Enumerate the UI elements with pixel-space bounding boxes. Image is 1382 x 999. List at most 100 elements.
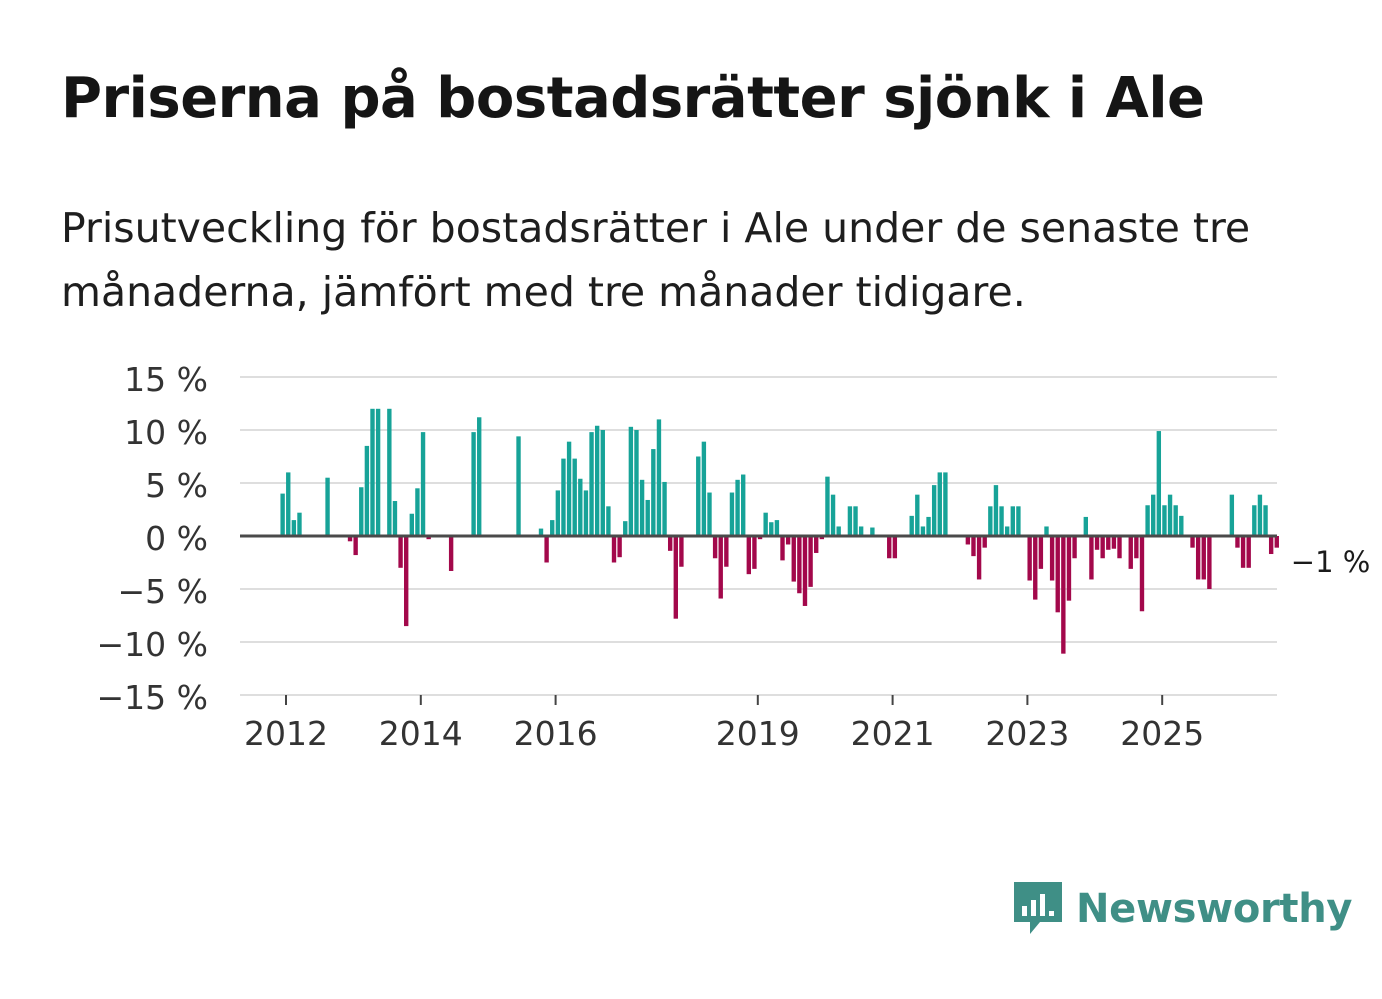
bar (286, 472, 291, 536)
y-tick-label: 5 % (145, 466, 208, 505)
bar (611, 536, 617, 563)
bar (606, 506, 611, 536)
bar (409, 513, 414, 536)
bar (1033, 536, 1038, 600)
y-tick-label: −10 % (97, 625, 209, 664)
bar (667, 536, 673, 551)
bar (679, 536, 684, 567)
y-tick-label: −15 % (97, 678, 209, 717)
bar (701, 441, 707, 536)
bar (375, 408, 381, 536)
bar (1049, 536, 1055, 581)
bar (1134, 536, 1139, 559)
bar (887, 536, 892, 559)
bar (1055, 536, 1060, 613)
bar (1004, 526, 1010, 536)
y-axis-labels: 15 % 10 % 5 % 0 % −5 % −10 % −15 % (97, 360, 209, 717)
y-tick-label: 10 % (124, 413, 208, 452)
bar (971, 536, 976, 557)
bar (1066, 536, 1072, 601)
bar (544, 536, 549, 563)
bar (617, 536, 622, 558)
x-tick-label: 2016 (514, 714, 598, 753)
y-tick-label: 0 % (145, 519, 208, 558)
bar (836, 526, 841, 536)
bar (797, 536, 802, 594)
bar (370, 408, 375, 536)
bar (651, 449, 656, 536)
brand-name: Newsworthy (1076, 886, 1353, 932)
bar (628, 426, 634, 536)
bar (347, 536, 353, 542)
bar (291, 520, 297, 536)
x-axis: 2012 2014 2016 2019 2021 2023 2025 (244, 695, 1204, 753)
bar (741, 474, 746, 536)
bar (830, 494, 836, 536)
bar (780, 536, 785, 561)
bar (909, 515, 914, 536)
bar (1106, 536, 1111, 550)
bar (999, 506, 1004, 536)
bar (1100, 536, 1105, 559)
bar (915, 494, 920, 536)
bar (819, 536, 825, 540)
bar (892, 536, 898, 559)
bar (943, 472, 948, 536)
last-value-label: −1 % (1291, 545, 1371, 579)
bars (280, 408, 1279, 654)
bar (712, 536, 718, 559)
bar (931, 485, 937, 536)
bar (769, 522, 774, 536)
bar (656, 419, 662, 536)
bar (673, 536, 678, 619)
bar (1235, 536, 1240, 548)
x-tick-label: 2021 (851, 714, 935, 753)
bar (634, 430, 639, 536)
bar (870, 527, 875, 536)
bar (1252, 505, 1257, 536)
bar (398, 536, 403, 568)
bar (1190, 536, 1195, 548)
bar (1111, 536, 1117, 549)
bar (1201, 536, 1206, 580)
bar (538, 528, 544, 536)
bar (600, 430, 605, 536)
bar-chart: 15 %10 %5 %0 %−5 %−10 %−15 % 2012 2014 201… (97, 360, 1374, 753)
bar (1010, 506, 1015, 536)
bar (1139, 536, 1145, 612)
bar (578, 478, 583, 536)
bar (1016, 506, 1021, 536)
chart-title: Priserna på bostadsrätter sjönk i Ale (61, 66, 1205, 131)
bar (724, 536, 729, 567)
x-tick-label: 2012 (244, 714, 328, 753)
bar (1156, 431, 1162, 536)
bar (746, 536, 751, 575)
bar (1274, 536, 1279, 548)
chart-subtitle: Prisutveckling för bostadsrätter i Ale u… (61, 204, 1251, 316)
bar (785, 536, 791, 545)
bar (853, 506, 858, 536)
bar (1229, 494, 1235, 536)
bar (555, 490, 561, 536)
bar (982, 536, 987, 548)
bar (1145, 505, 1150, 536)
bar (735, 479, 740, 536)
bar (471, 432, 476, 536)
bar (325, 477, 330, 536)
bar (1257, 494, 1263, 536)
bar (1173, 505, 1178, 536)
bar (645, 499, 650, 536)
bar (448, 536, 454, 571)
bar (1089, 536, 1094, 580)
bar (297, 512, 302, 536)
newsworthy-logo[interactable]: Newsworthy (1010, 878, 1353, 940)
bar (364, 445, 370, 536)
bar (1027, 536, 1032, 581)
bar (858, 526, 864, 536)
bar (1268, 536, 1274, 555)
bar (359, 487, 364, 536)
bar (589, 432, 594, 536)
x-tick-label: 2023 (985, 714, 1069, 753)
bar (1207, 536, 1212, 589)
bar (561, 458, 566, 536)
